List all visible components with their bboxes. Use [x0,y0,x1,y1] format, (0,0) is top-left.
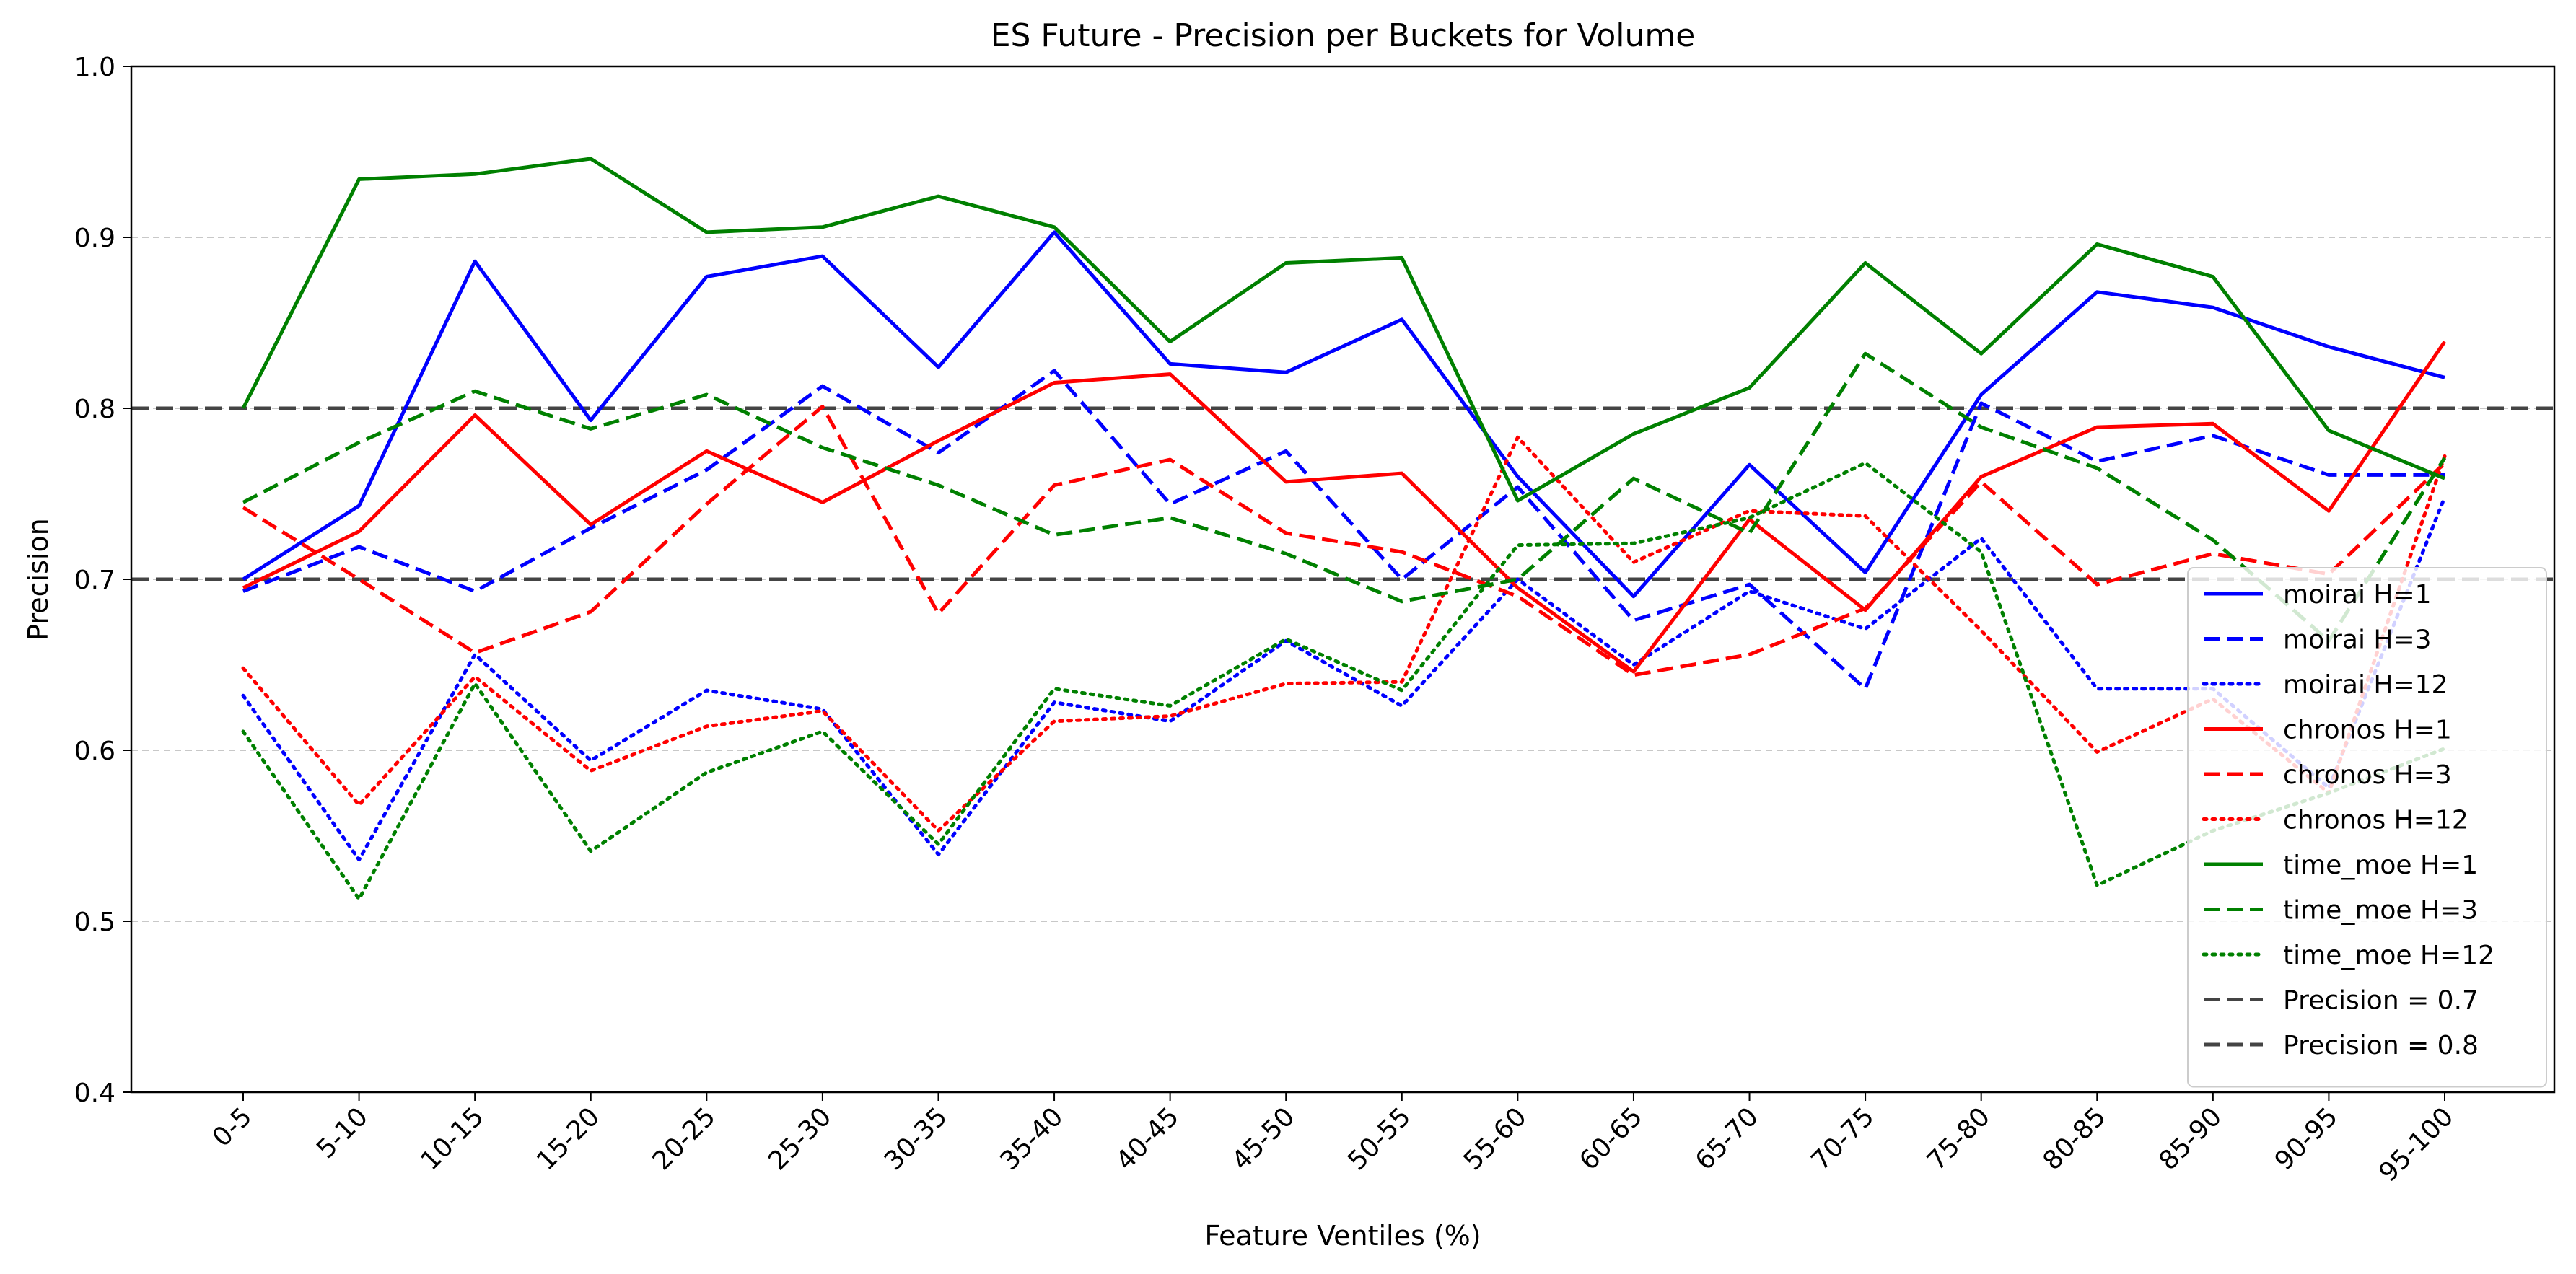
series-line [242,369,2445,691]
series-line [242,351,2447,643]
y-tick-label: 1.0 [74,53,115,82]
x-tick-label: 30-35 [879,1102,953,1176]
x-tick-label: 20-25 [647,1102,722,1176]
x-tick-label: 75-80 [1922,1102,1996,1176]
legend-label: time_moe H=3 [2283,896,2478,926]
y-tick-label: 0.5 [74,908,115,937]
x-tick-label: 0-5 [207,1102,258,1153]
legend-label: chronos H=1 [2283,716,2452,745]
x-axis-label: Feature Ventiles (%) [1204,1220,1481,1252]
x-tick-label: 80-85 [2038,1102,2112,1176]
x-tick-label: 5-10 [311,1102,374,1164]
series-line [241,461,2447,901]
y-tick-label: 0.8 [74,395,115,424]
x-tick-label: 95-100 [2373,1102,2459,1187]
legend-label: moirai H=1 [2283,580,2432,610]
legend-label: Precision = 0.8 [2283,1031,2479,1060]
x-axis-ticks: 0-5 5-10 10-15 15-20 20-25 25-30 30-35 35-40 40-… [207,1092,2459,1188]
x-tick-label: 35-40 [994,1102,1069,1176]
x-tick-label: 65-70 [1690,1102,1764,1176]
series-lines [241,157,2447,901]
series-line [242,341,2447,674]
legend-label: moirai H=12 [2283,670,2448,700]
x-tick-label: 40-45 [1110,1102,1185,1176]
series-line [241,157,2445,503]
legend-label: chronos H=3 [2283,760,2452,790]
x-tick-label: 15-20 [531,1102,605,1176]
x-tick-label: 70-75 [1806,1102,1880,1176]
reference-lines [131,406,2554,581]
chart-title: ES Future - Precision per Buckets for Vo… [991,17,1696,54]
x-tick-label: 25-30 [763,1102,837,1176]
series-line [242,230,2445,599]
x-tick-label: 55-60 [1458,1102,1533,1176]
series-line [241,435,2447,833]
x-tick-label: 85-90 [2153,1102,2227,1176]
legend-box [2187,567,2547,1088]
x-tick-label: 60-65 [1574,1102,1648,1176]
legend-label: time_moe H=1 [2283,851,2478,880]
legend-label: chronos H=12 [2283,806,2468,835]
series-line [241,495,2447,862]
y-tick-label: 0.6 [74,737,115,766]
legend-label: Precision = 0.7 [2283,986,2479,1016]
legend: moirai H=1 moirai H=3 moirai H=12 chronos H… [2187,567,2547,1088]
y-tick-label: 0.7 [74,566,115,595]
y-tick-label: 0.9 [74,224,115,253]
series-line [242,405,2446,677]
x-tick-label: 10-15 [416,1102,490,1176]
legend-label: moirai H=3 [2283,625,2432,655]
y-axis-ticks: 0.4 0.5 0.6 0.7 0.8 0.9 1.0 [74,53,131,1108]
x-tick-label: 50-55 [1342,1102,1416,1176]
y-tick-label: 0.4 [74,1078,115,1108]
legend-label: time_moe H=12 [2283,941,2494,970]
y-axis-label: Precision [22,518,54,641]
x-tick-label: 90-95 [2269,1102,2344,1176]
x-tick-label: 45-50 [1227,1102,1301,1176]
